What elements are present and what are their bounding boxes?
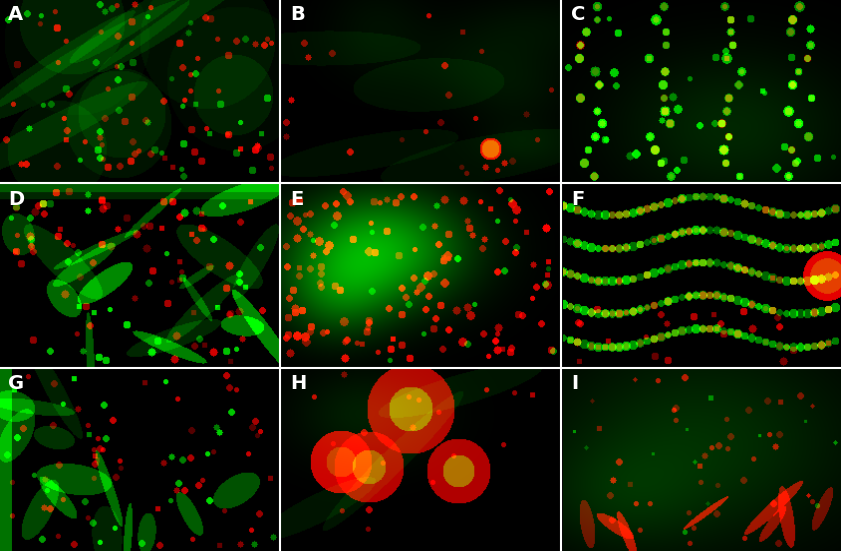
Text: A: A — [8, 6, 24, 24]
Text: F: F — [571, 190, 584, 209]
Text: D: D — [8, 190, 24, 209]
Text: G: G — [8, 374, 24, 393]
Text: C: C — [571, 6, 585, 24]
Text: I: I — [571, 374, 579, 393]
Text: E: E — [290, 190, 303, 209]
Text: B: B — [290, 6, 304, 24]
Text: H: H — [290, 374, 306, 393]
